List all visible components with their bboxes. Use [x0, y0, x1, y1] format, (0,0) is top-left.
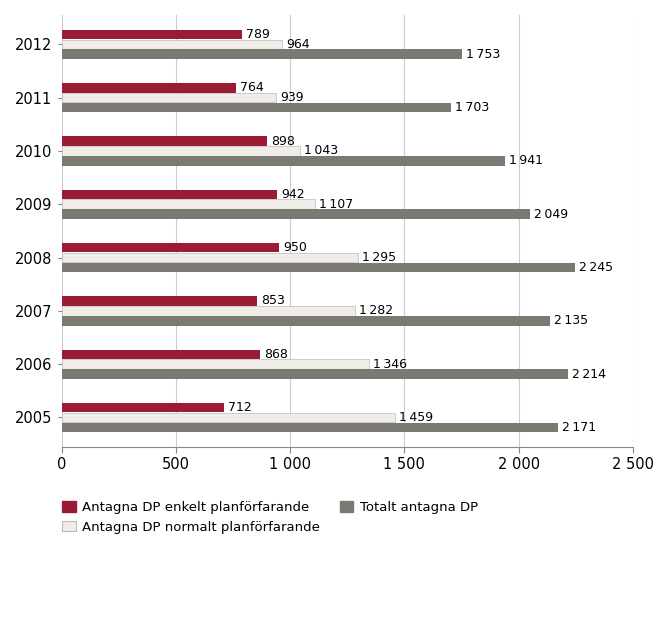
Text: 1 753: 1 753 [466, 48, 500, 60]
Bar [62, 369, 567, 379]
Text: 1 282: 1 282 [359, 304, 393, 318]
Bar [62, 243, 279, 253]
Text: 712: 712 [228, 401, 252, 414]
Bar [62, 413, 395, 422]
Text: 1 043: 1 043 [304, 144, 339, 158]
Text: 868: 868 [264, 348, 288, 361]
Text: 964: 964 [286, 38, 310, 51]
Bar [62, 209, 530, 219]
Bar [62, 83, 236, 93]
Text: 1 107: 1 107 [318, 198, 353, 211]
Bar [62, 359, 369, 369]
Text: 2 049: 2 049 [534, 208, 568, 220]
Text: 764: 764 [240, 81, 264, 94]
Bar [62, 403, 224, 413]
Bar [62, 156, 505, 166]
Bar [62, 253, 357, 262]
Bar [62, 103, 451, 112]
Text: 853: 853 [261, 294, 284, 307]
Text: 789: 789 [246, 28, 270, 41]
Text: 898: 898 [271, 135, 295, 147]
Text: 950: 950 [283, 241, 306, 254]
Bar [62, 190, 277, 199]
Bar [62, 263, 575, 272]
Bar [62, 423, 558, 432]
Bar [62, 40, 282, 49]
Text: 2 214: 2 214 [572, 367, 605, 381]
Text: 1 459: 1 459 [399, 411, 434, 424]
Bar [62, 49, 462, 59]
Text: 939: 939 [280, 91, 304, 104]
Text: 2 245: 2 245 [579, 261, 613, 274]
Text: 1 346: 1 346 [373, 358, 407, 370]
Bar [62, 306, 355, 316]
Legend: Antagna DP enkelt planförfarande, Antagna DP normalt planförfarande, Totalt anta: Antagna DP enkelt planförfarande, Antagn… [62, 501, 478, 534]
Text: 1 295: 1 295 [362, 251, 396, 264]
Text: 2 171: 2 171 [562, 421, 596, 434]
Text: 2 135: 2 135 [554, 314, 588, 327]
Bar [62, 296, 256, 306]
Bar [62, 136, 267, 146]
Bar [62, 350, 260, 359]
Text: 1 941: 1 941 [509, 154, 543, 168]
Bar [62, 93, 276, 103]
Text: 942: 942 [281, 188, 304, 201]
Bar [62, 146, 300, 156]
Bar [62, 316, 549, 326]
Bar [62, 30, 242, 39]
Bar [62, 200, 314, 209]
Text: 1 703: 1 703 [455, 101, 489, 114]
